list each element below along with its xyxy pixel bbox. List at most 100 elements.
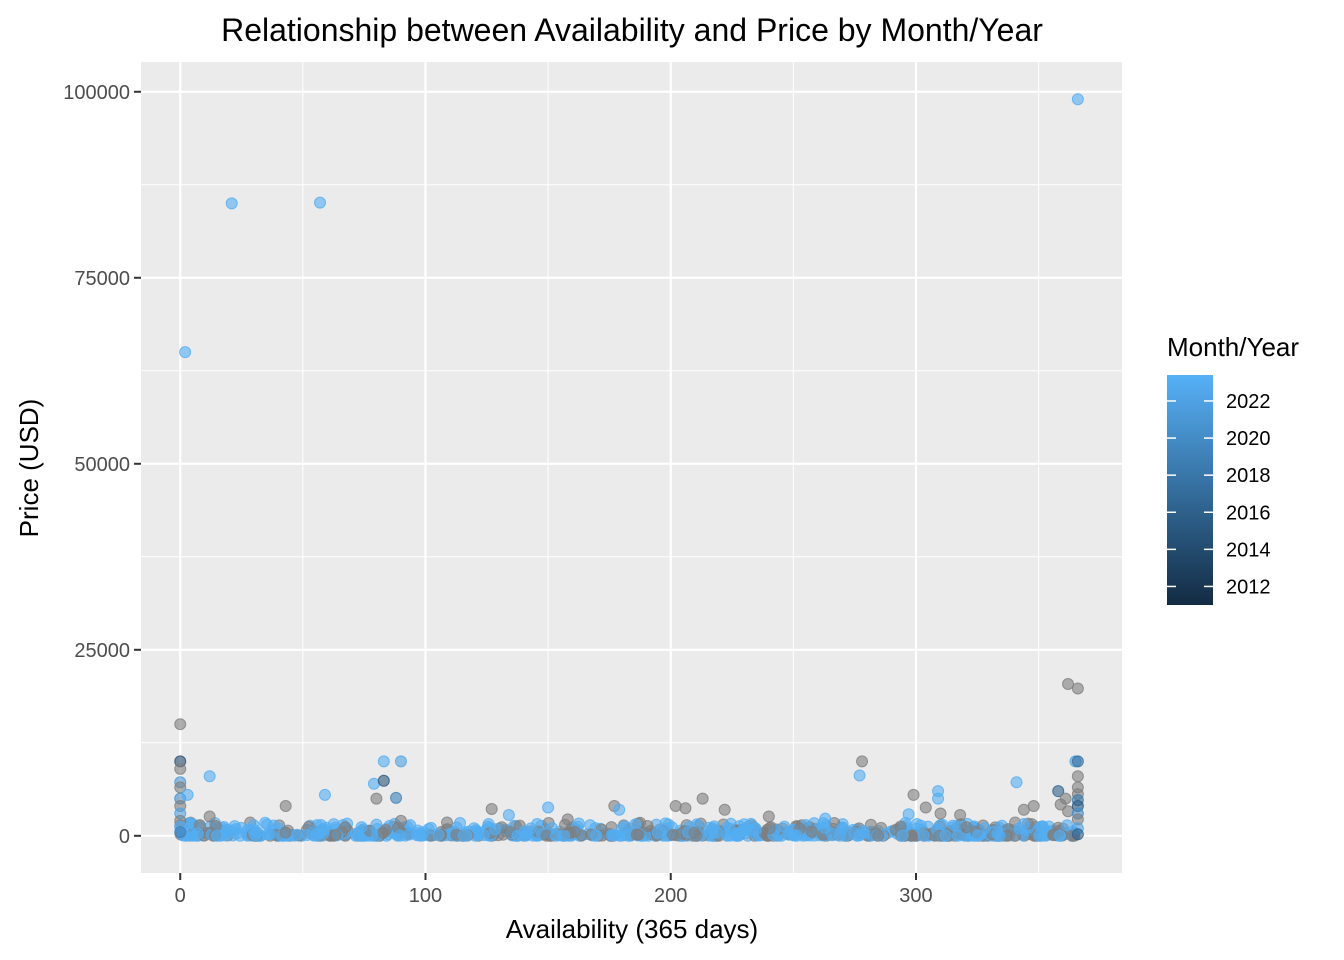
data-point <box>1017 818 1030 831</box>
data-point <box>805 825 818 838</box>
data-point <box>203 810 216 823</box>
data-point <box>310 828 323 841</box>
data-point <box>666 828 679 841</box>
data-point <box>489 823 502 836</box>
data-point <box>416 828 429 841</box>
data-point <box>279 800 292 813</box>
data-point <box>561 813 574 826</box>
data-point <box>549 829 562 842</box>
data-point <box>1071 755 1084 768</box>
data-point <box>524 822 537 835</box>
data-point <box>174 762 187 775</box>
data-point <box>329 828 342 841</box>
data-point <box>568 825 581 838</box>
legend-tick-label: 2014 <box>1226 539 1271 561</box>
data-point <box>952 829 965 842</box>
legend-ticks: 2012 2014 2016 2018 2020 2022 <box>1167 391 1271 598</box>
data-point <box>377 774 390 787</box>
data-point <box>744 817 757 830</box>
x-tick-label: 300 <box>899 885 932 907</box>
data-points <box>174 93 1084 842</box>
data-point <box>229 823 242 836</box>
data-point <box>1010 776 1023 789</box>
data-point <box>613 803 626 816</box>
data-point <box>394 814 407 827</box>
data-point <box>181 788 194 801</box>
data-point <box>259 816 272 829</box>
x-tick-label: 0 <box>175 885 186 907</box>
y-tick-label: 25000 <box>74 640 130 662</box>
data-point <box>835 822 848 835</box>
data-point <box>932 792 945 805</box>
data-point <box>432 828 445 841</box>
data-point <box>1062 678 1075 691</box>
data-point <box>907 788 920 801</box>
data-point <box>390 791 403 804</box>
data-point <box>377 826 390 839</box>
grid-lines <box>141 62 1122 873</box>
y-tick-label: 50000 <box>74 454 130 476</box>
data-point <box>718 803 731 816</box>
data-point <box>291 828 304 841</box>
data-point <box>641 819 654 832</box>
data-point <box>210 829 223 842</box>
data-point <box>1027 800 1040 813</box>
legend-title: Month/Year <box>1167 332 1299 362</box>
data-point <box>706 822 719 835</box>
data-point <box>394 755 407 768</box>
data-point <box>377 755 390 768</box>
chart-title: Relationship between Availability and Pr… <box>221 12 1043 48</box>
x-axis: 0 100 200 300 <box>175 873 933 907</box>
data-point <box>247 823 260 836</box>
data-point <box>960 821 973 834</box>
data-point <box>1053 829 1066 842</box>
data-point <box>225 197 238 210</box>
data-point <box>696 792 709 805</box>
data-point <box>314 196 327 209</box>
data-point <box>902 808 915 821</box>
data-point <box>762 810 775 823</box>
legend-tick-label: 2012 <box>1226 576 1271 598</box>
data-point <box>590 829 603 842</box>
data-point <box>1071 93 1084 106</box>
legend-colorbar <box>1167 375 1213 605</box>
data-point <box>370 792 383 805</box>
data-point <box>919 801 932 814</box>
y-tick-label: 0 <box>119 826 130 848</box>
data-point <box>191 827 204 840</box>
data-point <box>972 829 985 842</box>
y-tick-label: 75000 <box>74 268 130 290</box>
data-point <box>179 346 192 359</box>
y-tick-label: 100000 <box>63 82 130 104</box>
data-point <box>679 802 692 815</box>
data-point <box>261 828 274 841</box>
data-point <box>1062 805 1075 818</box>
legend: Month/Year 2012 2014 2016 2018 2020 2022 <box>1167 332 1299 605</box>
data-point <box>763 822 776 835</box>
data-point <box>857 824 870 837</box>
legend-tick-label: 2020 <box>1226 428 1271 450</box>
legend-tick-label: 2018 <box>1226 465 1271 487</box>
data-point <box>688 826 701 839</box>
data-point <box>1036 820 1049 833</box>
data-point <box>615 822 628 835</box>
data-point <box>896 829 909 842</box>
legend-tick-label: 2016 <box>1226 502 1271 524</box>
data-point <box>349 827 362 840</box>
y-axis: 0 25000 50000 75000 100000 <box>63 82 141 848</box>
data-point <box>367 777 380 790</box>
data-point <box>1071 682 1084 695</box>
data-point <box>991 827 1004 840</box>
x-tick-label: 100 <box>409 885 442 907</box>
data-point <box>1071 828 1084 841</box>
data-point <box>511 829 524 842</box>
data-point <box>669 800 682 813</box>
data-point <box>864 818 877 831</box>
data-point <box>632 828 645 841</box>
legend-tick-label: 2022 <box>1226 391 1271 413</box>
data-point <box>856 755 869 768</box>
data-point <box>934 807 947 820</box>
data-point <box>424 821 437 834</box>
data-point <box>872 829 885 842</box>
